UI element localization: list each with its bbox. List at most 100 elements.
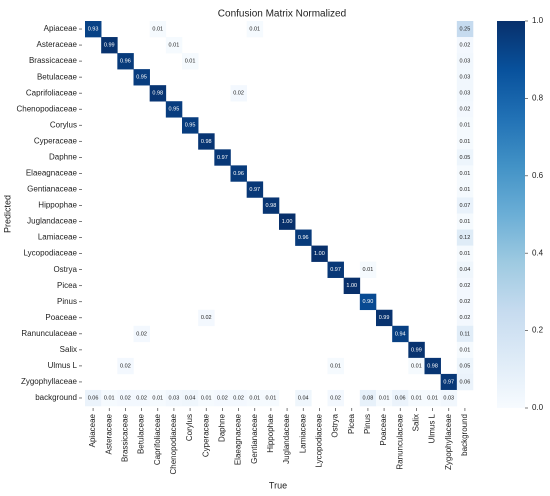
cell-label: 0.02	[233, 395, 244, 401]
y-tick-label: Apiaceae	[44, 24, 78, 33]
cell-label: 0.05	[460, 363, 471, 369]
x-tick-label: Gentianaceae	[250, 413, 259, 463]
cell-label: 0.25	[460, 26, 471, 32]
cell-label: 0.07	[460, 203, 471, 209]
heatmap-cell	[246, 21, 264, 38]
y-tick-label: background	[35, 393, 77, 402]
cell-label: 0.01	[460, 171, 471, 177]
cell-label: 1.00	[346, 283, 357, 289]
cell-label: 0.01	[104, 395, 115, 401]
cell-label: 0.01	[152, 395, 163, 401]
cell-label: 0.01	[460, 251, 471, 257]
heatmap-cell	[198, 389, 215, 407]
x-tick-label: Juglandaceae	[282, 413, 291, 463]
x-tick-label: Lamiaceae	[298, 413, 307, 453]
heatmap-cell	[149, 389, 167, 407]
heatmap-cell	[408, 357, 425, 375]
heatmap-cell	[376, 389, 393, 407]
cell-label: 0.97	[217, 155, 228, 161]
cell-label: 0.01	[379, 395, 390, 401]
colorbar-tick-label: 0.2	[532, 326, 544, 335]
heatmap-cell	[359, 293, 377, 311]
cell-label: 0.01	[411, 363, 422, 369]
x-tick-label: Poaceae	[379, 413, 388, 445]
cell-label: 0.90	[363, 299, 374, 305]
x-tick-label: Corylus	[185, 414, 194, 441]
cell-label: 0.01	[460, 139, 471, 145]
cell-label: 0.02	[136, 395, 147, 401]
heatmap-cell	[456, 85, 474, 102]
heatmap-cell	[165, 37, 183, 54]
heatmap-cell	[101, 389, 118, 407]
y-tick-label: Picea	[57, 281, 78, 290]
cell-label: 0.93	[88, 26, 99, 32]
cell-label: 0.08	[363, 395, 374, 401]
cell-label: 0.06	[88, 395, 99, 401]
heatmap-cell	[230, 389, 247, 407]
heatmap-cell	[198, 309, 215, 327]
heatmap-cell	[246, 181, 264, 198]
heatmap-cell	[262, 389, 280, 407]
cell-label: 0.95	[185, 123, 196, 129]
cell-label: 0.98	[427, 363, 438, 369]
cell-label: 0.01	[201, 395, 212, 401]
cell-label: 0.96	[233, 171, 244, 177]
cell-label: 0.03	[460, 59, 471, 65]
cell-label: 0.04	[185, 395, 196, 401]
y-tick-label: Chenopodiaceae	[17, 104, 78, 113]
cell-label: 0.02	[330, 395, 341, 401]
heatmap-cell	[133, 389, 150, 407]
cell-label: 0.02	[460, 43, 471, 49]
heatmap-cell	[456, 37, 474, 54]
heatmap-cell	[214, 149, 231, 166]
heatmap-cell	[424, 389, 441, 407]
cell-label: 0.99	[379, 315, 390, 321]
heatmap-cell	[165, 101, 183, 118]
cell-label: 0.02	[201, 315, 212, 321]
cell-label: 0.01	[249, 395, 260, 401]
heatmap-cell	[456, 373, 474, 391]
heatmap-cell	[424, 357, 441, 375]
cell-label: 0.03	[460, 75, 471, 81]
heatmap-cell	[117, 357, 134, 375]
heatmap-cell	[230, 165, 247, 182]
heatmap-cell	[198, 133, 215, 150]
heatmap-cell	[327, 357, 344, 375]
heatmap-cell	[440, 389, 458, 407]
heatmap-cell	[456, 261, 474, 278]
heatmap-cell	[456, 197, 474, 214]
y-tick-label: Lamiaceae	[38, 233, 78, 242]
heatmap-cell	[456, 117, 474, 134]
heatmap-cell	[230, 85, 247, 102]
cell-label: 0.06	[395, 395, 406, 401]
heatmap-cell	[133, 69, 150, 86]
y-tick-label: Betulaceae	[37, 72, 78, 81]
cell-label: 1.00	[282, 219, 293, 225]
cell-label: 0.96	[298, 235, 309, 241]
heatmap-cell	[456, 245, 474, 262]
cell-label: 0.98	[201, 139, 212, 145]
cell-label: 0.05	[460, 155, 471, 161]
cell-label: 0.02	[120, 395, 131, 401]
heatmap-cell	[456, 277, 474, 295]
x-tick-label: background	[460, 414, 469, 456]
heatmap-cell	[456, 53, 474, 70]
heatmap-cell	[279, 213, 296, 230]
cell-label: 0.02	[460, 315, 471, 321]
heatmap-cell	[295, 229, 312, 246]
y-tick-label: Gentianaceae	[27, 185, 77, 194]
heatmap-cell	[456, 165, 474, 182]
colorbar-tick-label: 1.0	[532, 16, 544, 25]
x-tick-label: Picea	[347, 413, 356, 434]
heatmap-cell	[456, 133, 474, 150]
cell-label: 0.03	[460, 91, 471, 97]
cell-label: 0.01	[460, 187, 471, 193]
heatmap-cell	[343, 277, 361, 295]
x-tick-label: Brassicaceae	[121, 413, 130, 462]
x-axis-label: True	[269, 480, 287, 490]
heatmap-cell	[456, 341, 474, 359]
heatmap-cell	[408, 389, 425, 407]
cell-label: 1.00	[314, 251, 325, 257]
y-tick-label: Caprifoliaceae	[26, 88, 78, 97]
